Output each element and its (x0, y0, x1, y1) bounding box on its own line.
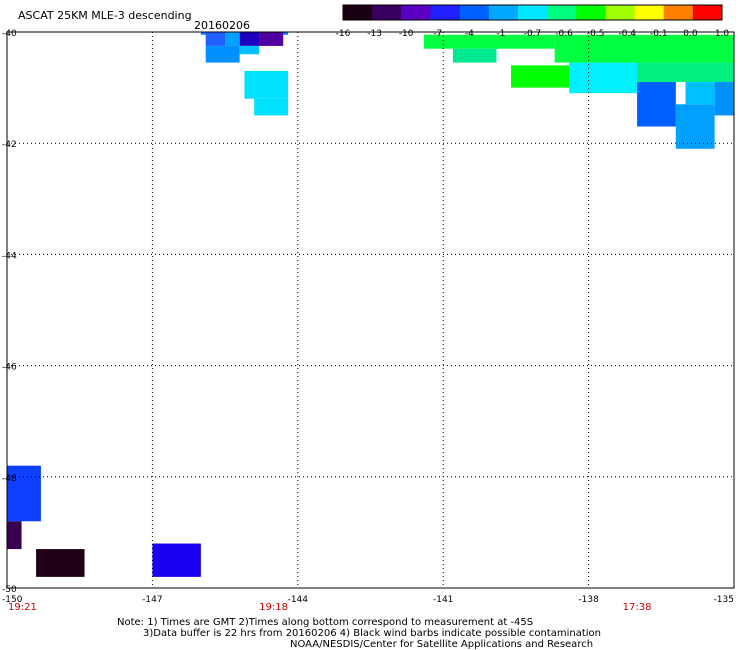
data-cell (423, 34, 555, 49)
colorbar-label: -16 (336, 29, 351, 39)
data-cell (569, 62, 638, 94)
longitude-labels: -150 -147 -144 -141 -138 -135 (2, 595, 734, 605)
data-cell (7, 521, 22, 550)
note-line-3: NOAA/NESDIS/Center for Satellite Applica… (290, 639, 594, 650)
lon-label: -147 (142, 595, 162, 605)
lat-label: -40 (2, 29, 17, 39)
time-label: 19:21 (8, 602, 37, 613)
data-cell (675, 104, 715, 149)
colorbar-label: -7 (433, 29, 442, 39)
lat-label: -50 (2, 585, 17, 595)
colorbar-label: 1.0 (715, 29, 730, 39)
data-cell (205, 32, 226, 46)
colorbar-label: -10 (399, 29, 414, 39)
data-cell (7, 465, 41, 522)
data-cell (244, 70, 289, 99)
colorbar-segment (634, 5, 665, 20)
data-cell (152, 543, 201, 577)
colorbar-segment (692, 5, 723, 20)
lon-label: -144 (288, 595, 309, 605)
colorbar-label: -0.5 (587, 29, 605, 39)
colorbar-segment (488, 5, 519, 20)
map-date: 20160206 (194, 19, 250, 32)
colorbar-segment (547, 5, 577, 20)
data-cell (36, 549, 85, 577)
lon-label: -141 (433, 595, 453, 605)
plot-frame (6, 31, 735, 589)
grid-lines (7, 32, 734, 588)
data-cell (511, 65, 570, 88)
colorbar-segment (459, 5, 490, 20)
data-cell (554, 34, 734, 63)
data-cell (239, 45, 260, 55)
colorbar-frame (342, 4, 723, 21)
data-cell (205, 45, 240, 63)
data-cell (225, 32, 240, 46)
lat-label: -46 (2, 363, 17, 373)
note-line-1: Note: 1) Times are GMT 2)Times along bot… (117, 617, 534, 628)
data-cell (452, 48, 497, 63)
map-title: ASCAT 25KM MLE-3 descending (18, 9, 192, 22)
colorbar: -16 -13 -10 -7 -4 -1 -0.7 -0.6 -0.5 -0.4 -0.1 0.0 1.… (336, 4, 730, 39)
colorbar-segment (605, 5, 636, 20)
time-label: 19:18 (259, 602, 288, 613)
lat-label: -44 (2, 251, 17, 261)
lon-label: -138 (578, 595, 599, 605)
time-labels: 19:21 19:18 17:38 (8, 602, 651, 613)
colorbar-segment (663, 5, 694, 20)
note-line-2: 3)Data buffer is 22 hrs from 20160206 4)… (143, 628, 601, 639)
colorbar-segment (517, 5, 548, 20)
colorbar-segment (401, 5, 431, 20)
colorbar-segment (576, 5, 606, 20)
time-label: 17:38 (623, 602, 652, 613)
data-cell (637, 82, 676, 127)
data-cell (239, 32, 260, 46)
colorbar-label: 0.0 (683, 29, 698, 39)
data-cells (7, 32, 734, 577)
lat-label: -48 (2, 474, 17, 484)
data-cell (637, 62, 734, 83)
colorbar-segment (372, 5, 402, 20)
colorbar-segment (343, 5, 373, 20)
colorbar-label: -0.6 (555, 29, 573, 39)
colorbar-label: -1 (496, 29, 505, 39)
lon-label: -135 (714, 595, 734, 605)
lon-label: -150 (2, 595, 23, 605)
latitude-labels: -40 -42 -44 -46 -48 -50 (2, 29, 17, 595)
data-cell (685, 82, 715, 105)
colorbar-label: -0.1 (650, 29, 668, 39)
colorbar-label: -13 (367, 29, 382, 39)
data-cell (254, 98, 289, 116)
data-cell (714, 82, 734, 116)
colorbar-label: -0.4 (618, 29, 636, 39)
colorbar-segment (430, 5, 461, 20)
lat-label: -42 (2, 140, 17, 150)
colorbar-label: -4 (465, 29, 474, 39)
data-cell (259, 32, 284, 46)
colorbar-label: -0.7 (524, 29, 542, 39)
